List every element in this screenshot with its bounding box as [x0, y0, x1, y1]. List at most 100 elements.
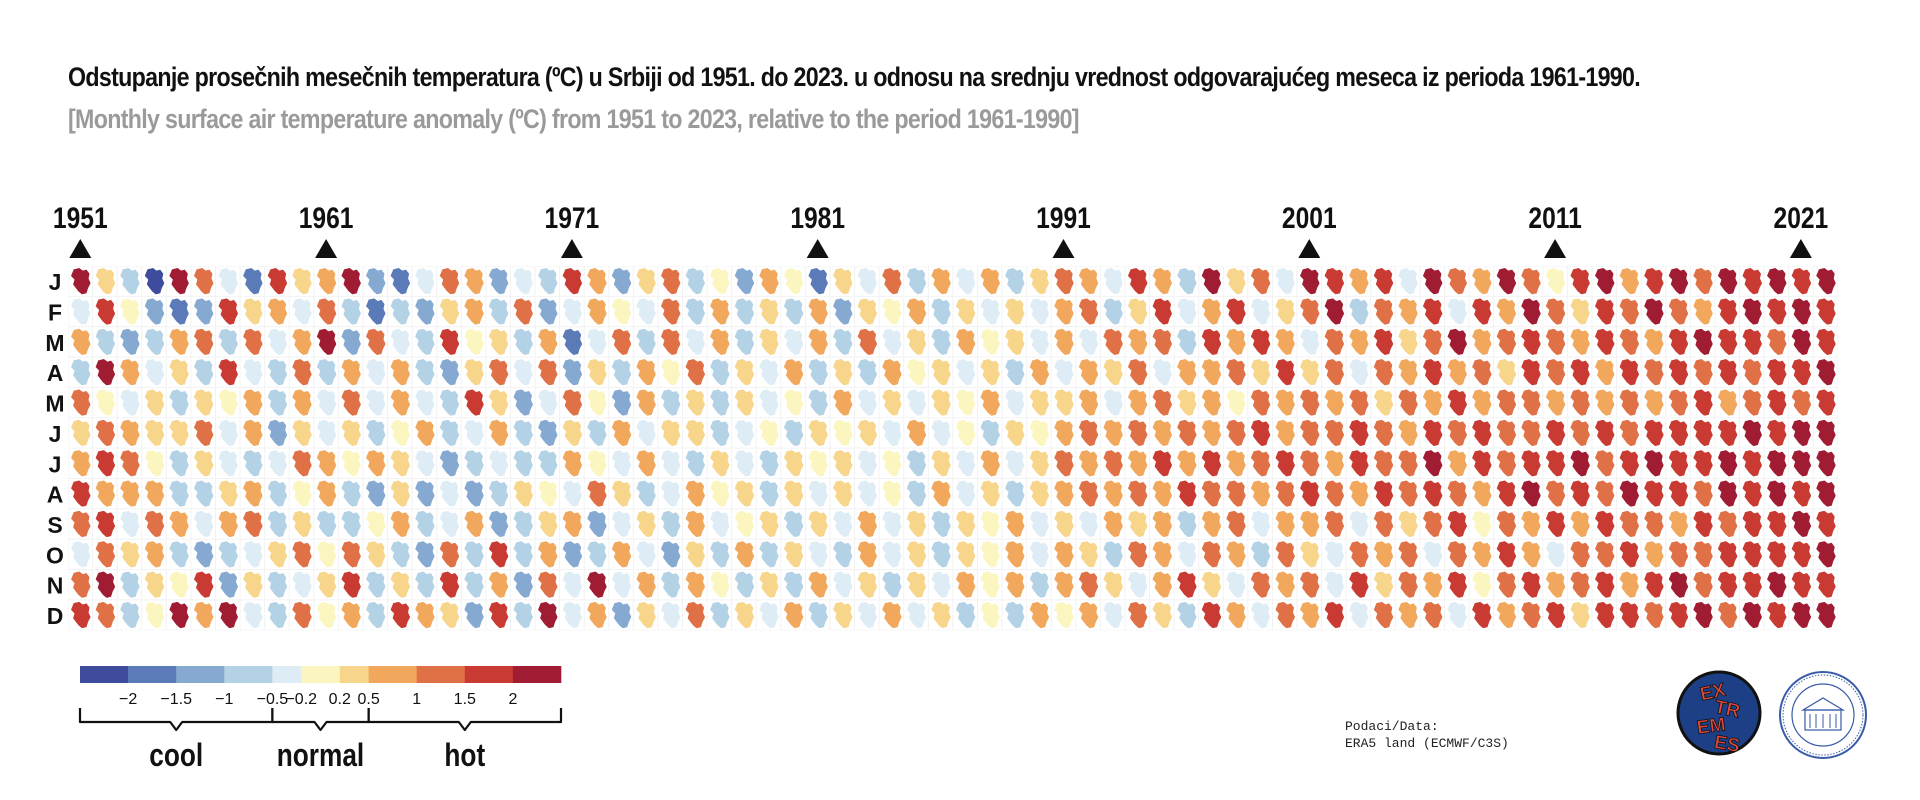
anomaly-cell	[1127, 480, 1148, 507]
anomaly-cell	[1152, 571, 1173, 598]
anomaly-cell	[1496, 389, 1517, 416]
anomaly-cell	[857, 298, 878, 325]
anomaly-cell	[1373, 541, 1394, 568]
anomaly-cell	[1472, 419, 1492, 447]
anomaly-cell	[1619, 510, 1640, 538]
anomaly-cell	[636, 328, 656, 356]
anomaly-cell	[341, 389, 361, 416]
anomaly-cell	[538, 298, 558, 325]
anomaly-cell	[660, 419, 681, 447]
anomaly-cell	[1472, 480, 1492, 507]
anomaly-cell	[439, 541, 460, 568]
anomaly-cell	[316, 571, 337, 598]
anomaly-cell	[1324, 328, 1345, 356]
anomaly-cell	[808, 480, 828, 507]
anomaly-cell	[1275, 601, 1295, 629]
anomaly-cell	[1521, 419, 1541, 447]
anomaly-cell	[808, 389, 828, 416]
anomaly-cell	[1791, 510, 1812, 538]
anomaly-cell	[218, 601, 239, 629]
anomaly-cell	[267, 601, 288, 629]
anomaly-cell	[1226, 450, 1246, 477]
anomaly-cell	[1054, 268, 1074, 295]
anomaly-cell	[218, 268, 239, 295]
anomaly-cell	[95, 328, 116, 356]
anomaly-cell	[1717, 510, 1738, 538]
anomaly-cell	[1472, 571, 1492, 598]
anomaly-cell	[169, 268, 189, 295]
anomaly-cell	[710, 510, 730, 538]
anomaly-cell	[1078, 601, 1099, 629]
anomaly-cell	[1594, 268, 1615, 295]
anomaly-cell	[587, 268, 607, 295]
anomaly-cell	[1226, 389, 1246, 416]
anomaly-cell	[685, 541, 706, 568]
anomaly-cell	[562, 359, 583, 386]
anomaly-cell	[439, 450, 460, 477]
anomaly-cell	[833, 571, 853, 598]
month-label: J	[49, 451, 62, 477]
anomaly-cell	[218, 419, 239, 447]
anomaly-cell	[562, 571, 583, 598]
decade-marker-icon	[315, 239, 338, 258]
anomaly-cell	[1742, 480, 1763, 507]
anomaly-cell	[1226, 268, 1246, 295]
anomaly-cell	[1742, 328, 1763, 356]
anomaly-cell	[636, 510, 656, 538]
anomaly-cell	[1078, 480, 1099, 507]
anomaly-cell	[144, 571, 165, 598]
anomaly-cell	[169, 510, 189, 538]
anomaly-cell	[513, 419, 534, 447]
anomaly-cell	[1300, 601, 1320, 629]
anomaly-cell	[1767, 450, 1787, 477]
anomaly-cell	[218, 480, 239, 507]
anomaly-cell	[95, 419, 116, 447]
anomaly-cell	[1152, 450, 1173, 477]
anomaly-cell	[1029, 298, 1050, 325]
anomaly-cell	[587, 389, 607, 416]
anomaly-cell	[660, 450, 681, 477]
anomaly-cell	[243, 480, 263, 507]
anomaly-cell	[1742, 359, 1763, 386]
anomaly-cell	[341, 268, 361, 295]
anomaly-cell	[1152, 419, 1173, 447]
anomaly-cell	[1816, 298, 1836, 325]
extremes-logo: EX TR EM ES	[1676, 670, 1762, 756]
anomaly-cell	[562, 268, 583, 295]
anomaly-cell	[759, 268, 779, 295]
anomaly-cell	[1791, 359, 1812, 386]
anomaly-cell	[488, 359, 509, 386]
anomaly-cell	[1742, 268, 1763, 295]
anomaly-cell	[513, 268, 534, 295]
anomaly-cell	[1816, 359, 1836, 386]
anomaly-cell	[71, 298, 91, 325]
anomaly-cell	[218, 359, 239, 386]
anomaly-cell	[587, 510, 607, 538]
anomaly-cell	[759, 450, 779, 477]
anomaly-cell	[1570, 541, 1590, 568]
anomaly-cell	[783, 419, 804, 447]
anomaly-cell	[1767, 510, 1787, 538]
anomaly-cell	[1398, 510, 1418, 538]
anomaly-cell	[1177, 359, 1197, 386]
anomaly-cell	[587, 298, 607, 325]
anomaly-cell	[1668, 359, 1689, 386]
decade-label: 2001	[1282, 201, 1337, 235]
anomaly-cell	[882, 359, 902, 386]
anomaly-cell	[1078, 298, 1099, 325]
anomaly-cell	[1250, 571, 1271, 598]
anomaly-cell	[464, 419, 484, 447]
anomaly-cell	[906, 601, 927, 629]
anomaly-cell	[316, 328, 337, 356]
anomaly-cell	[1447, 541, 1468, 568]
anomaly-cell	[1029, 450, 1050, 477]
anomaly-cell	[808, 510, 828, 538]
anomaly-cell	[144, 268, 165, 295]
anomaly-cell	[1250, 541, 1271, 568]
anomaly-cell	[660, 389, 681, 416]
anomaly-cell	[218, 510, 239, 538]
anomaly-cell	[931, 541, 951, 568]
anomaly-cell	[169, 480, 189, 507]
anomaly-cell	[316, 268, 337, 295]
anomaly-cell	[1767, 541, 1787, 568]
